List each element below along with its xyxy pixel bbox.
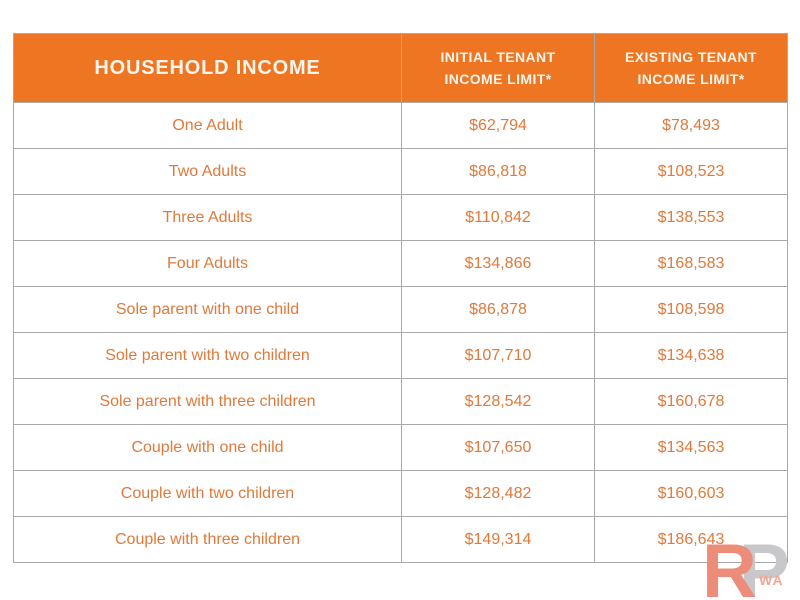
existing-limit-cell: $134,563 (594, 424, 788, 471)
initial-limit-cell: $128,542 (401, 378, 595, 425)
initial-limit-cell: $134,866 (401, 240, 595, 287)
household-label-cell: Three Adults (13, 194, 402, 241)
logo-suffix-wa: WA (759, 572, 784, 588)
household-label-cell: Sole parent with three children (13, 378, 402, 425)
table-row: One Adult $62,794 $78,493 (13, 102, 788, 149)
existing-limit-cell: $78,493 (594, 102, 788, 149)
household-label-cell: Four Adults (13, 240, 402, 287)
household-label-cell: Sole parent with one child (13, 286, 402, 333)
initial-limit-cell: $149,314 (401, 516, 595, 563)
initial-limit-cell: $110,842 (401, 194, 595, 241)
household-label-cell: Couple with two children (13, 470, 402, 517)
existing-limit-cell: $160,678 (594, 378, 788, 425)
existing-limit-cell: $108,598 (594, 286, 788, 333)
table-body: One Adult $62,794 $78,493 Two Adults $86… (13, 102, 788, 563)
col-header-existing-line2: INCOME LIMIT* (637, 71, 745, 87)
table-row: Couple with three children $149,314 $186… (13, 516, 788, 563)
table-row: Two Adults $86,818 $108,523 (13, 148, 788, 195)
initial-limit-cell: $86,818 (401, 148, 595, 195)
col-header-initial-line2: INCOME LIMIT* (444, 71, 552, 87)
table-row: Four Adults $134,866 $168,583 (13, 240, 788, 287)
household-label-cell: Couple with one child (13, 424, 402, 471)
col-header-initial-line1: INITIAL TENANT (440, 48, 556, 65)
initial-limit-cell: $128,482 (401, 470, 595, 517)
existing-limit-cell: $108,523 (594, 148, 788, 195)
initial-limit-cell: $62,794 (401, 102, 595, 149)
household-label-cell: One Adult (13, 102, 402, 149)
existing-limit-cell: $186,643 (594, 516, 788, 563)
existing-limit-cell: $138,553 (594, 194, 788, 241)
initial-limit-cell: $107,710 (401, 332, 595, 379)
initial-limit-cell: $86,878 (401, 286, 595, 333)
household-label-cell: Two Adults (13, 148, 402, 195)
household-label-cell: Couple with three children (13, 516, 402, 563)
col-header-initial-tenant-limit: INITIAL TENANT INCOME LIMIT* (401, 33, 595, 103)
col-header-existing-tenant-limit: EXISTING TENANT INCOME LIMIT* (594, 33, 788, 103)
initial-limit-cell: $107,650 (401, 424, 595, 471)
table-row: Sole parent with one child $86,878 $108,… (13, 286, 788, 333)
income-limits-table: HOUSEHOLD INCOME INITIAL TENANT INCOME L… (13, 33, 788, 563)
table-row: Sole parent with two children $107,710 $… (13, 332, 788, 379)
household-label-cell: Sole parent with two children (13, 332, 402, 379)
existing-limit-cell: $134,638 (594, 332, 788, 379)
table-row: Three Adults $110,842 $138,553 (13, 194, 788, 241)
table-row: Couple with two children $128,482 $160,6… (13, 470, 788, 517)
table-row: Couple with one child $107,650 $134,563 (13, 424, 788, 471)
col-header-household-income: HOUSEHOLD INCOME (13, 33, 402, 103)
col-header-existing-line1: EXISTING TENANT (624, 48, 757, 65)
existing-limit-cell: $160,603 (594, 470, 788, 517)
existing-limit-cell: $168,583 (594, 240, 788, 287)
header-row: HOUSEHOLD INCOME INITIAL TENANT INCOME L… (13, 33, 788, 103)
table-header: HOUSEHOLD INCOME INITIAL TENANT INCOME L… (13, 33, 788, 103)
table-row: Sole parent with three children $128,542… (13, 378, 788, 425)
